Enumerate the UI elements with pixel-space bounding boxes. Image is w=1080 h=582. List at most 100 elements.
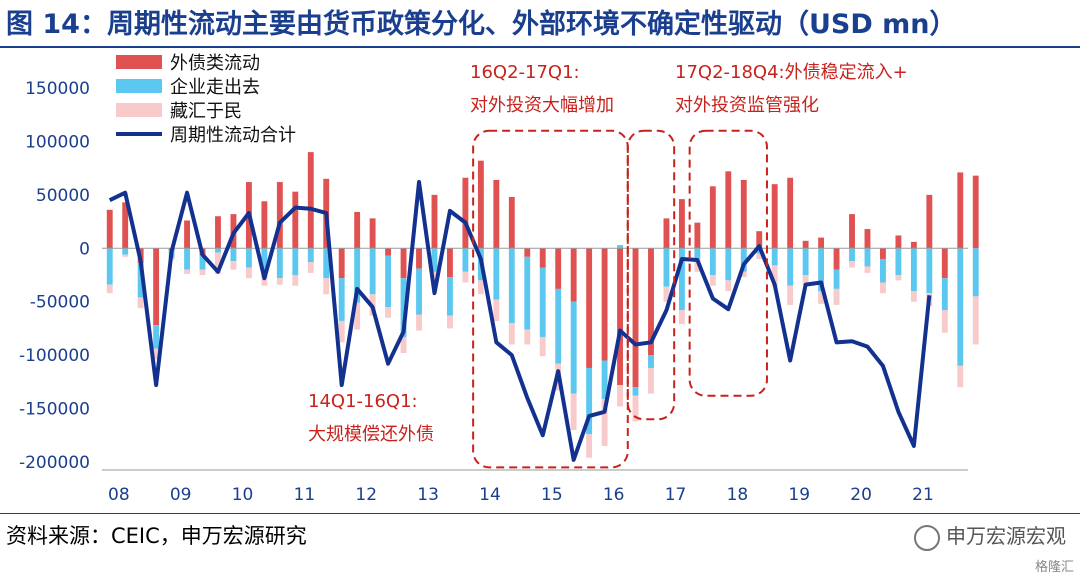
bar-hoard [477,280,484,295]
bar-hoard [137,297,144,309]
bars [106,152,979,458]
x-tick-label: 09 [170,485,192,505]
bar-corp [245,248,252,268]
bar-corp [663,248,670,287]
y-tick-label: 0 [79,239,90,259]
annotation-text: 17Q2-18Q4:外债稳定流入+ [675,62,908,83]
bar-hoard [508,323,515,345]
x-tick-label: 13 [417,485,439,505]
bar-hoard [709,275,716,286]
bar-corp [122,248,129,255]
figure-title: 图 14：周期性流动主要由货币政策分化、外部环境不确定性驱动（USD mn） [6,9,957,40]
bar-corp [462,248,469,272]
bar-debt [400,248,407,279]
bar-hoard [586,434,593,458]
bar-corp [292,248,299,275]
bar-debt [215,216,221,249]
bar-hoard [122,254,129,257]
bar-corp [957,248,964,366]
bar-debt [756,231,763,249]
bar-hoard [447,315,453,329]
bar-debt [369,218,376,249]
bar-hoard [539,336,546,357]
bar-debt [663,218,670,249]
bar-corp [508,248,515,324]
bar-corp [137,263,144,298]
bar-corp [369,248,376,295]
bar-hoard [338,320,345,343]
bar-debt [462,177,469,249]
bar-corp [199,255,206,270]
bar-corp [833,269,840,289]
bar-corp [153,325,160,349]
x-tick-label: 12 [355,485,377,505]
bar-hoard [524,329,531,345]
bar-corp [632,387,639,396]
bar-hoard [416,314,422,331]
bar-corp [385,255,392,308]
bar-hoard [184,269,190,274]
bar-corp [230,248,237,262]
bar-corp [493,248,500,300]
bar-debt [709,186,716,249]
bar-corp [261,248,268,278]
bar-hoard [431,271,438,283]
bar-debt [880,248,886,259]
bar-debt [292,191,299,249]
bar-corp [864,248,871,267]
total-line [108,180,932,462]
bar-hoard [617,385,623,407]
wechat-icon [914,524,940,551]
bar-corp [601,360,608,399]
bar-hoard [245,267,252,279]
bar-debt [261,201,268,249]
bar-hoard [833,288,840,305]
bar-corp [849,248,855,262]
annotation-text: 对外投资大幅增加 [470,95,614,116]
x-tick-label: 10 [232,485,254,505]
bar-corp [276,248,283,279]
bar-corp [524,256,531,330]
bar-corp [941,278,948,311]
bar-hoard [818,291,825,304]
source-note: 资料来源：CEIC，申万宏源研究 [6,524,307,548]
bar-corp [678,248,685,311]
bar-hoard [895,275,902,281]
bar-debt [833,248,840,270]
bar-corp [787,248,794,286]
bar-hoard [570,393,577,430]
bar-corp [818,248,825,292]
bar-debt [508,196,515,249]
watermark-text: 申万宏源宏观 [946,524,1066,548]
y-tick-label: 50000 [36,186,90,206]
bar-corp [648,355,654,368]
x-axis-ticks: 08 09 10 11 12 13 14 15 16 17 18 19 20 21 [108,485,934,505]
bar-hoard [199,269,206,275]
bar-debt [632,248,639,388]
bar-debt [771,184,778,249]
bar-hoard [601,398,608,446]
bar-hoard [462,271,469,283]
y-axis-ticks: 150000 100000 50000 0 -50000 -100000 -150000 -2… [19,79,90,473]
legend-swatch [116,55,162,69]
bar-debt [957,172,964,249]
bar-corp [740,248,747,272]
annotation-boxes [472,129,768,469]
bar-debt [895,235,902,249]
bar-hoard [292,275,299,286]
annotations: 16Q2-17Q1: 对外投资大幅增加 17Q2-18Q4:外债稳定流入+ 对外投资监… [308,62,908,445]
y-tick-label: 150000 [25,79,90,99]
bar-debt [276,182,283,249]
bar-debt [354,211,361,249]
footer-divider [0,513,1080,514]
annotation-box-3 [688,129,768,397]
bar-debt [941,248,948,279]
bar-hoard [153,348,160,360]
bar-hoard [261,277,268,286]
bar-hoard [385,307,392,318]
bar-hoard [400,336,407,354]
bar-debt [477,160,484,249]
bar-debt [972,175,979,249]
bar-corp [354,248,361,303]
